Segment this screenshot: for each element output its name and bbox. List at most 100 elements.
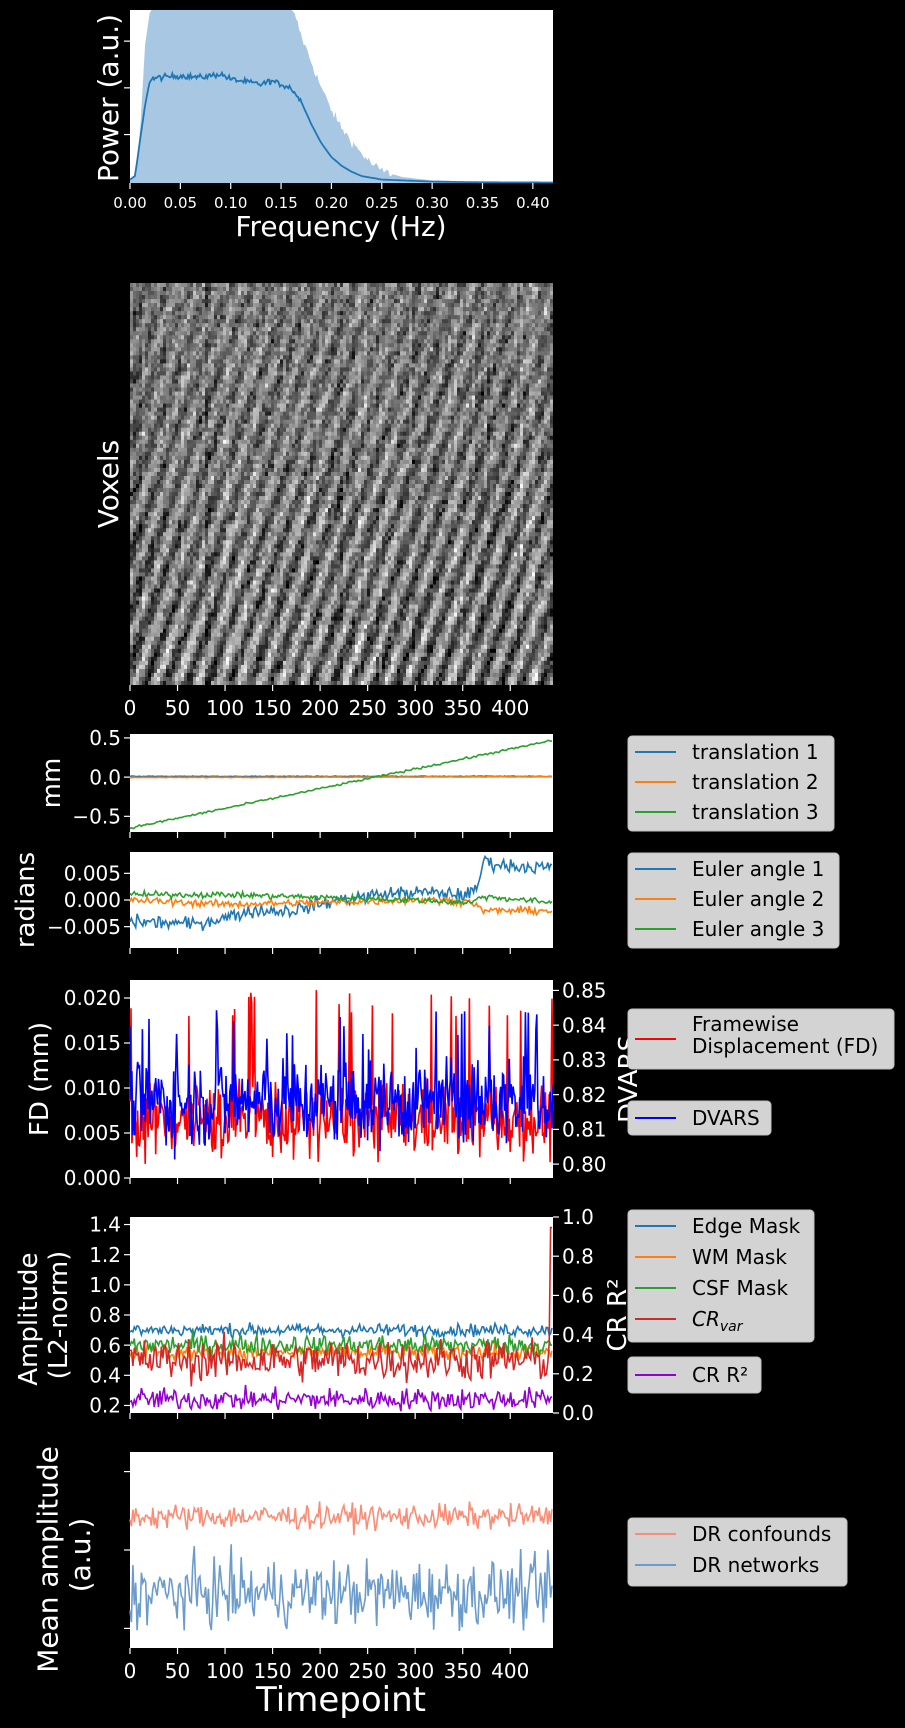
carpet-cell [376, 287, 380, 292]
carpet-cell [388, 395, 392, 400]
carpet-cell [481, 419, 485, 425]
carpet-cell [325, 339, 329, 344]
carpet-cell [262, 307, 266, 312]
carpet-cell [247, 415, 251, 421]
carpet-cell [238, 403, 242, 409]
carpet-cell [535, 347, 539, 352]
carpet-cell [361, 379, 365, 384]
carpet-cell [487, 307, 491, 312]
carpet-cell [385, 327, 389, 332]
carpet-cell [373, 295, 377, 300]
carpet-cell [166, 419, 170, 425]
carpet-cell [253, 367, 257, 372]
carpet-cell [505, 399, 509, 404]
carpet-cell [523, 323, 527, 328]
carpet-cell [463, 395, 467, 400]
carpet-cell [277, 375, 281, 380]
carpet-cell [502, 347, 506, 352]
carpet-cell [283, 419, 287, 425]
carpet-cell [286, 323, 290, 328]
carpet-cell [547, 339, 551, 344]
carpet-cell [355, 411, 359, 417]
carpet-cell [208, 415, 212, 421]
carpet-cell [199, 303, 203, 308]
carpet-cell [271, 343, 275, 348]
carpet-cell [535, 327, 539, 332]
carpet-cell [457, 371, 461, 376]
carpet-cell [460, 355, 464, 360]
carpet-cell [526, 363, 530, 368]
carpet-cell [436, 343, 440, 348]
carpet-cell [223, 395, 227, 400]
carpet-cell [217, 335, 221, 340]
carpet-cell [394, 367, 398, 372]
carpet-cell [310, 295, 314, 300]
carpet-cell [382, 347, 386, 352]
carpet-cell [463, 299, 467, 304]
carpet-cell [496, 299, 500, 304]
carpet-cell [439, 395, 443, 400]
carpet-cell [403, 291, 407, 296]
carpet-cell [253, 399, 257, 404]
carpet-cell [451, 327, 455, 332]
carpet-cell [337, 331, 341, 336]
carpet-cell [283, 407, 287, 413]
carpet-cell [490, 299, 494, 304]
carpet-cell [181, 283, 185, 288]
carpet-cell [361, 343, 365, 348]
carpet-cell [403, 419, 407, 425]
carpet-cell [319, 395, 323, 400]
carpet-cell [139, 299, 143, 304]
carpet-cell [181, 331, 185, 336]
carpet-cell [481, 323, 485, 328]
carpet-cell [313, 371, 317, 376]
carpet-cell [403, 411, 407, 417]
carpet-cell [304, 291, 308, 296]
carpet-cell [268, 415, 272, 421]
carpet-cell [520, 367, 524, 372]
carpet-cell [187, 399, 191, 404]
carpet-cell [193, 363, 197, 368]
carpet-cell [430, 307, 434, 312]
carpet-cell [433, 363, 437, 368]
carpet-cell [316, 287, 320, 292]
carpet-cell [298, 359, 302, 364]
carpet-cell [412, 339, 416, 344]
carpet-cell [445, 315, 449, 320]
carpet-cell [217, 295, 221, 300]
carpet-cell [262, 347, 266, 352]
carpet-cell [184, 387, 188, 392]
carpet-cell [166, 319, 170, 324]
carpet-cell [151, 379, 155, 384]
carpet-cell [229, 359, 233, 364]
carpet-cell [394, 391, 398, 396]
carpet-cell [307, 371, 311, 376]
carpet-cell [349, 407, 353, 413]
carpet-cell [427, 411, 431, 417]
carpet-cell [511, 351, 515, 356]
carpet-cell [403, 399, 407, 404]
carpet-cell [412, 295, 416, 300]
carpet-cell [130, 411, 134, 417]
carpet-cell [241, 403, 245, 409]
carpet-cell [520, 343, 524, 348]
carpet-cell [151, 367, 155, 372]
carpet-cell [445, 375, 449, 380]
carpet-cell [334, 359, 338, 364]
carpet-cell [475, 319, 479, 324]
carpet-cell [319, 399, 323, 404]
carpet-cell [511, 371, 515, 376]
carpet-cell [493, 419, 497, 425]
carpet-cell [319, 323, 323, 328]
carpet-cell [289, 351, 293, 356]
carpet-cell [532, 303, 536, 308]
carpet-cell [538, 387, 542, 392]
carpet-cell [475, 335, 479, 340]
carpet-cell [478, 295, 482, 300]
carpet-cell [265, 415, 269, 421]
carpet-cell [469, 399, 473, 404]
carpet-cell [298, 299, 302, 304]
carpet-cell [436, 367, 440, 372]
carpet-cell [256, 319, 260, 324]
carpet-cell [259, 311, 263, 316]
